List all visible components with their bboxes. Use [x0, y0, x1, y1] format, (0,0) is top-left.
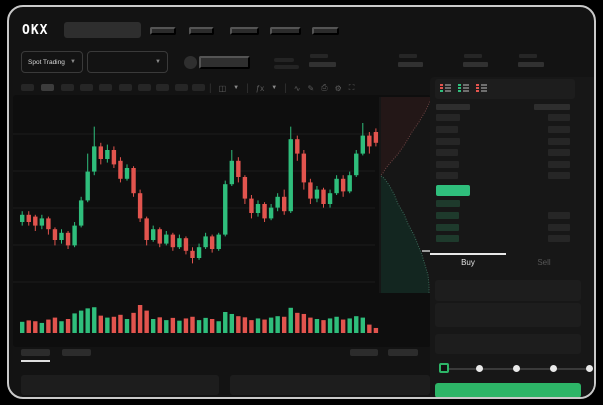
chevron-down-icon[interactable]: ▼	[233, 85, 240, 91]
slider-dot-100[interactable]	[586, 365, 593, 372]
timeframe-button-8[interactable]	[156, 84, 169, 91]
nav-item-2[interactable]	[189, 27, 214, 35]
settings-gear-icon[interactable]: ⚙	[334, 83, 342, 93]
bottom-tab-history[interactable]	[62, 349, 91, 356]
ask-row[interactable]	[436, 149, 458, 156]
total-field[interactable]	[435, 334, 581, 354]
nav-item-1[interactable]	[150, 27, 176, 35]
orderbook-view-asks-icon[interactable]	[475, 82, 488, 93]
ask-row-size	[548, 149, 570, 156]
ask-row-size	[548, 172, 570, 179]
ask-row[interactable]	[436, 126, 458, 133]
timeframe-button-10[interactable]	[192, 84, 205, 91]
bid-row[interactable]	[436, 212, 459, 219]
bottom-tab-right-2[interactable]	[388, 349, 418, 356]
nav-item-5[interactable]	[312, 27, 339, 35]
tab-sell[interactable]: Sell	[506, 258, 582, 267]
bid-row-size	[548, 235, 570, 242]
ticker-change-placeholder	[274, 65, 299, 69]
nav-item-3[interactable]	[230, 27, 259, 35]
timeframe-button-6[interactable]	[119, 84, 132, 91]
ticker-price-placeholder	[274, 58, 294, 62]
orderbook-header-price	[436, 104, 470, 110]
last-price-badge[interactable]	[436, 185, 470, 196]
price-field[interactable]	[435, 280, 581, 301]
buy-tab-indicator	[430, 253, 506, 255]
amount-slider-handle[interactable]	[439, 363, 449, 373]
amount-field[interactable]	[435, 303, 581, 327]
bid-row-size	[548, 212, 570, 219]
chart-toolbar-icons: | ◫ ▼ | ƒx ▼ | ∿ ✎ ⎙ ⚙ ⛶	[209, 82, 355, 94]
bottom-panel-right	[230, 375, 430, 395]
price-chart-area	[13, 95, 433, 347]
slider-dot-75[interactable]	[550, 365, 557, 372]
orderbook-view-bids-icon[interactable]	[457, 82, 470, 93]
line-tool-icon[interactable]: ∿	[293, 83, 301, 93]
ask-row[interactable]	[436, 138, 460, 145]
fullscreen-icon[interactable]: ⛶	[348, 83, 355, 92]
ask-row-size	[548, 138, 570, 145]
ask-row-size	[548, 161, 570, 168]
price-chart-svg	[13, 96, 433, 333]
bid-row-size	[548, 224, 570, 231]
bottom-tab-orders[interactable]	[21, 349, 50, 356]
search-input[interactable]	[64, 22, 141, 38]
ask-row[interactable]	[436, 172, 458, 179]
orderbook-toolbar	[435, 79, 575, 99]
slider-dot-25[interactable]	[476, 365, 483, 372]
app-window: OKX Spot Trading ▼ ▼ | ◫ ▼ | ƒx ▼ | ∿	[7, 5, 596, 399]
tab-buy[interactable]: Buy	[430, 258, 506, 267]
bottom-tab-right-1[interactable]	[350, 349, 378, 356]
active-tab-underline	[21, 360, 50, 362]
slider-dot-50[interactable]	[513, 365, 520, 372]
indicator-fx-icon[interactable]: ƒx	[255, 83, 265, 93]
bid-row[interactable]	[436, 200, 460, 207]
orderbook-panel: Buy Sell	[430, 77, 594, 397]
avatar[interactable]	[184, 56, 197, 69]
camera-icon[interactable]: ⎙	[321, 83, 328, 92]
ask-row[interactable]	[436, 161, 459, 168]
timeframe-button-1[interactable]	[21, 84, 34, 91]
chevron-down-icon: ▼	[155, 59, 161, 65]
timeframe-button-5[interactable]	[99, 84, 112, 91]
bid-row[interactable]	[436, 224, 459, 231]
market-type-label: Spot Trading	[28, 58, 65, 66]
ask-row-size	[548, 126, 570, 133]
timeframe-button-2[interactable]	[41, 84, 54, 91]
chevron-down-icon[interactable]: ▼	[271, 85, 278, 91]
bid-row[interactable]	[436, 235, 459, 242]
nav-item-4[interactable]	[270, 27, 301, 35]
draw-tool-icon[interactable]: ✎	[307, 83, 315, 93]
timeframe-button-4[interactable]	[80, 84, 93, 91]
pair-selector-dropdown[interactable]: ▼	[87, 51, 168, 73]
chevron-down-icon: ▼	[70, 59, 76, 65]
account-button[interactable]	[199, 56, 250, 69]
orderbook-view-both-icon[interactable]	[439, 82, 452, 93]
market-type-dropdown[interactable]: Spot Trading ▼	[21, 51, 83, 73]
timeframe-button-7[interactable]	[138, 84, 151, 91]
timeframe-button-9[interactable]	[175, 84, 188, 91]
bottom-panel-left	[21, 375, 219, 395]
timeframe-button-3[interactable]	[61, 84, 74, 91]
buy-submit-button[interactable]	[435, 383, 581, 397]
ask-row-size	[548, 114, 570, 121]
orderbook-header-amount	[534, 104, 570, 110]
ask-row[interactable]	[436, 114, 460, 121]
candle-style-icon[interactable]: ◫	[218, 83, 227, 93]
okx-logo: OKX	[22, 23, 49, 38]
